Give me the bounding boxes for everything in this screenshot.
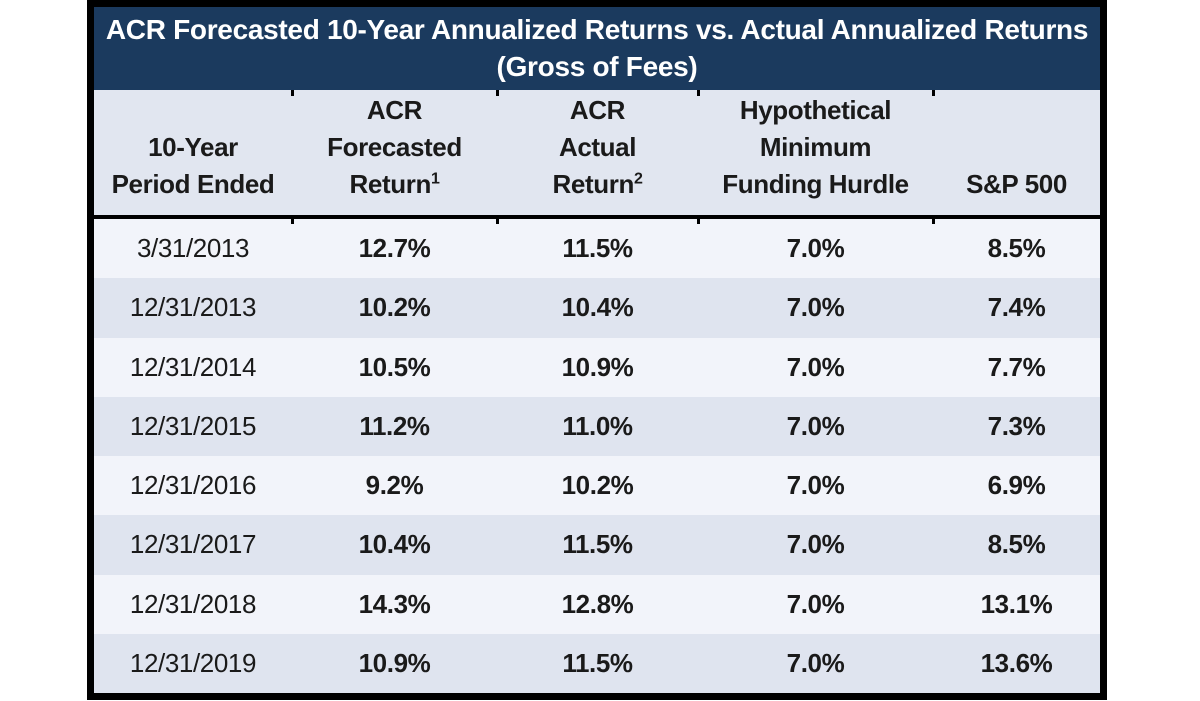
cell-forecasted: 9.2% — [365, 470, 424, 501]
cell-forecasted: 14.3% — [358, 588, 431, 619]
cell-hurdle: 7.0% — [786, 470, 845, 501]
column-divider-tick — [932, 90, 935, 96]
header-line: Forecasted — [327, 132, 462, 162]
cell-hurdle: 7.0% — [786, 588, 845, 619]
cell-period: 12/31/2019 — [129, 647, 257, 678]
cell-actual: 12.8% — [561, 588, 634, 619]
cell-actual: 10.4% — [561, 292, 634, 323]
cell-sp500: 6.9% — [987, 470, 1046, 501]
header-line: Return1 — [349, 169, 440, 199]
cell-period: 12/31/2016 — [129, 470, 257, 501]
column-header-sp500: S&P 500 — [933, 90, 1100, 215]
cell-sp500: 7.7% — [987, 351, 1046, 382]
table-title-bar: ACR Forecasted 10-Year Annualized Return… — [94, 7, 1100, 90]
header-line: S&P 500 — [966, 169, 1067, 199]
cell-sp500: 13.6% — [980, 647, 1053, 678]
header-line: Actual — [558, 132, 637, 162]
header-line: Period Ended — [111, 169, 275, 199]
table-body: 3/31/2013 12.7% 11.5% 7.0% 8.5% 12/31/2013 10.… — [94, 219, 1100, 693]
cell-hurdle: 7.0% — [786, 529, 845, 560]
returns-table: ACR Forecasted 10-Year Annualized Return… — [87, 0, 1107, 700]
cell-actual: 11.5% — [562, 647, 633, 678]
cell-forecasted: 11.2% — [359, 410, 430, 441]
footnote-marker: 2 — [633, 170, 643, 188]
cell-hurdle: 7.0% — [786, 233, 845, 264]
cell-period: 12/31/2017 — [129, 529, 257, 560]
table-row: 12/31/2014 10.5% 10.9% 7.0% 7.7% — [94, 337, 1100, 397]
column-header-period: 10-Year Period Ended — [94, 90, 292, 215]
cell-period: 12/31/2018 — [129, 588, 257, 619]
column-header-hurdle: Hypothetical Minimum Funding Hurdle — [698, 90, 933, 215]
cell-forecasted: 10.9% — [358, 647, 431, 678]
cell-actual: 11.0% — [562, 410, 633, 441]
table-row: 12/31/2013 10.2% 10.4% 7.0% 7.4% — [94, 278, 1100, 338]
column-header-forecasted: ACR Forecasted Return1 — [292, 90, 497, 215]
cell-sp500: 8.5% — [987, 233, 1046, 264]
cell-period: 12/31/2013 — [129, 292, 257, 323]
cell-forecasted: 10.4% — [358, 529, 431, 560]
cell-sp500: 13.1% — [980, 588, 1053, 619]
cell-sp500: 7.3% — [987, 410, 1046, 441]
cell-hurdle: 7.0% — [786, 292, 845, 323]
table-row: 12/31/2015 11.2% 11.0% 7.0% 7.3% — [94, 396, 1100, 456]
cell-forecasted: 10.2% — [358, 292, 431, 323]
cell-actual: 10.2% — [561, 470, 634, 501]
column-divider-tick — [496, 90, 499, 96]
table-row: 12/31/2017 10.4% 11.5% 7.0% 8.5% — [94, 515, 1100, 575]
column-header-actual: ACR Actual Return2 — [497, 90, 698, 215]
cell-forecasted: 12.7% — [358, 233, 431, 264]
cell-period: 12/31/2014 — [129, 351, 257, 382]
column-divider-tick — [291, 219, 294, 224]
cell-hurdle: 7.0% — [786, 410, 845, 441]
table-title: ACR Forecasted 10-Year Annualized Return… — [105, 14, 1089, 45]
cell-sp500: 8.5% — [987, 529, 1046, 560]
table-row: 12/31/2019 10.9% 11.5% 7.0% 13.6% — [94, 633, 1100, 693]
header-line: Hypothetical — [739, 95, 892, 125]
table-subtitle: (Gross of Fees) — [496, 51, 698, 82]
cell-actual: 11.5% — [562, 233, 633, 264]
cell-forecasted: 10.5% — [358, 351, 431, 382]
header-line: Return2 — [552, 169, 643, 199]
header-line: 10-Year — [148, 132, 238, 162]
table-row: 3/31/2013 12.7% 11.5% 7.0% 8.5% — [94, 219, 1100, 279]
header-line: Minimum — [759, 132, 872, 162]
cell-sp500: 7.4% — [987, 292, 1046, 323]
table-row: 12/31/2016 9.2% 10.2% 7.0% 6.9% — [94, 456, 1100, 516]
column-divider-tick — [697, 219, 700, 224]
header-line: ACR — [569, 95, 626, 125]
cell-actual: 11.5% — [562, 529, 633, 560]
footnote-marker: 1 — [430, 170, 440, 188]
header-line: Funding Hurdle — [722, 169, 909, 199]
cell-hurdle: 7.0% — [786, 351, 845, 382]
header-row: 10-Year Period Ended ACR Forecasted Return1 A… — [94, 90, 1100, 219]
column-divider-tick — [697, 90, 700, 96]
header-line: ACR — [366, 95, 423, 125]
cell-period: 3/31/2013 — [136, 233, 250, 264]
cell-hurdle: 7.0% — [786, 647, 845, 678]
cell-actual: 10.9% — [561, 351, 634, 382]
column-divider-tick — [932, 219, 935, 224]
column-divider-tick — [496, 219, 499, 224]
cell-period: 12/31/2015 — [129, 410, 257, 441]
column-divider-tick — [291, 90, 294, 96]
table-row: 12/31/2018 14.3% 12.8% 7.0% 13.1% — [94, 574, 1100, 634]
